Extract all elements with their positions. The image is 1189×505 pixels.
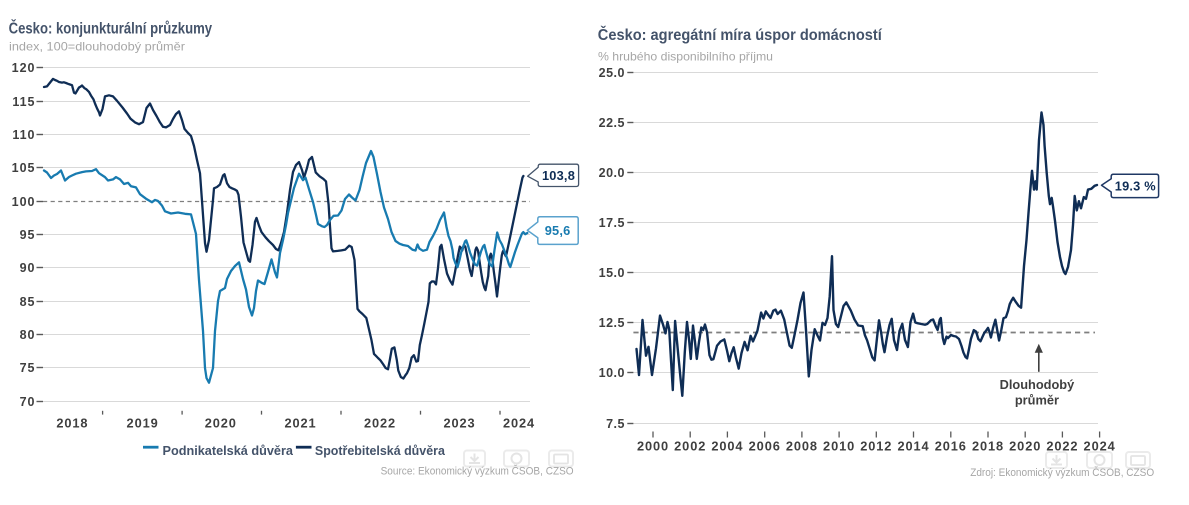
svg-text:100: 100 — [12, 195, 36, 209]
svg-text:7.5: 7.5 — [606, 417, 625, 431]
svg-text:Spotřebitelská důvěra: Spotřebitelská důvěra — [315, 443, 446, 458]
svg-text:120: 120 — [12, 61, 36, 75]
svg-text:85: 85 — [20, 295, 36, 309]
svg-text:90: 90 — [20, 261, 36, 275]
svg-text:75: 75 — [20, 361, 36, 375]
svg-text:80: 80 — [20, 328, 36, 342]
svg-text:95: 95 — [20, 228, 36, 242]
svg-text:2010: 2010 — [823, 439, 855, 454]
svg-text:Source: Ekonomický výzkum ČSOB: Source: Ekonomický výzkum ČSOB, CZSO — [381, 465, 574, 478]
svg-text:22.5: 22.5 — [599, 116, 625, 130]
svg-text:Česko: agregátní míra úspor do: Česko: agregátní míra úspor domácností — [598, 26, 883, 44]
svg-text:2022: 2022 — [364, 416, 396, 431]
svg-text:115: 115 — [12, 95, 35, 109]
svg-text:110: 110 — [12, 128, 35, 142]
svg-text:10.0: 10.0 — [599, 366, 625, 380]
svg-text:95,6: 95,6 — [545, 223, 571, 238]
svg-text:2008: 2008 — [786, 439, 818, 454]
svg-text:2014: 2014 — [897, 439, 929, 454]
svg-text:% hrubého disponibilního příjm: % hrubého disponibilního příjmu — [598, 50, 773, 64]
svg-text:103,8: 103,8 — [542, 168, 575, 183]
svg-text:20.0: 20.0 — [599, 166, 625, 180]
svg-text:index, 100=dlouhodobý průměr: index, 100=dlouhodobý průměr — [9, 39, 185, 53]
svg-text:2021: 2021 — [284, 416, 316, 431]
svg-text:25.0: 25.0 — [599, 66, 625, 80]
svg-text:2000: 2000 — [637, 439, 669, 454]
svg-text:2022: 2022 — [1046, 439, 1078, 454]
svg-text:Zdroj: Ekonomický výzkum ČSOB,: Zdroj: Ekonomický výzkum ČSOB, CZSO — [970, 466, 1154, 479]
svg-text:2020: 2020 — [205, 416, 237, 431]
svg-text:2023: 2023 — [443, 416, 475, 431]
svg-text:Podnikatelská důvěra: Podnikatelská důvěra — [163, 443, 294, 458]
svg-text:2004: 2004 — [711, 439, 743, 454]
svg-text:2020: 2020 — [1009, 439, 1041, 454]
svg-text:105: 105 — [12, 161, 36, 175]
svg-text:Česko: konjunkturální průzkumy: Česko: konjunkturální průzkumy — [9, 20, 213, 38]
svg-text:12.5: 12.5 — [599, 316, 625, 330]
svg-text:2019: 2019 — [127, 416, 159, 431]
svg-text:2024: 2024 — [1084, 439, 1116, 454]
svg-text:17.5: 17.5 — [599, 216, 625, 230]
svg-text:2018: 2018 — [56, 416, 88, 431]
svg-text:2018: 2018 — [972, 439, 1004, 454]
svg-text:2006: 2006 — [749, 439, 781, 454]
svg-text:19.3 %: 19.3 % — [1115, 178, 1156, 193]
svg-text:2016: 2016 — [935, 439, 967, 454]
svg-text:2012: 2012 — [860, 439, 892, 454]
svg-text:2024: 2024 — [503, 416, 535, 431]
svg-text:průměr: průměr — [1015, 393, 1059, 408]
svg-text:15.0: 15.0 — [599, 266, 625, 280]
svg-text:Dlouhodobý: Dlouhodobý — [1000, 377, 1076, 392]
svg-text:2002: 2002 — [674, 439, 706, 454]
svg-text:70: 70 — [20, 395, 36, 409]
